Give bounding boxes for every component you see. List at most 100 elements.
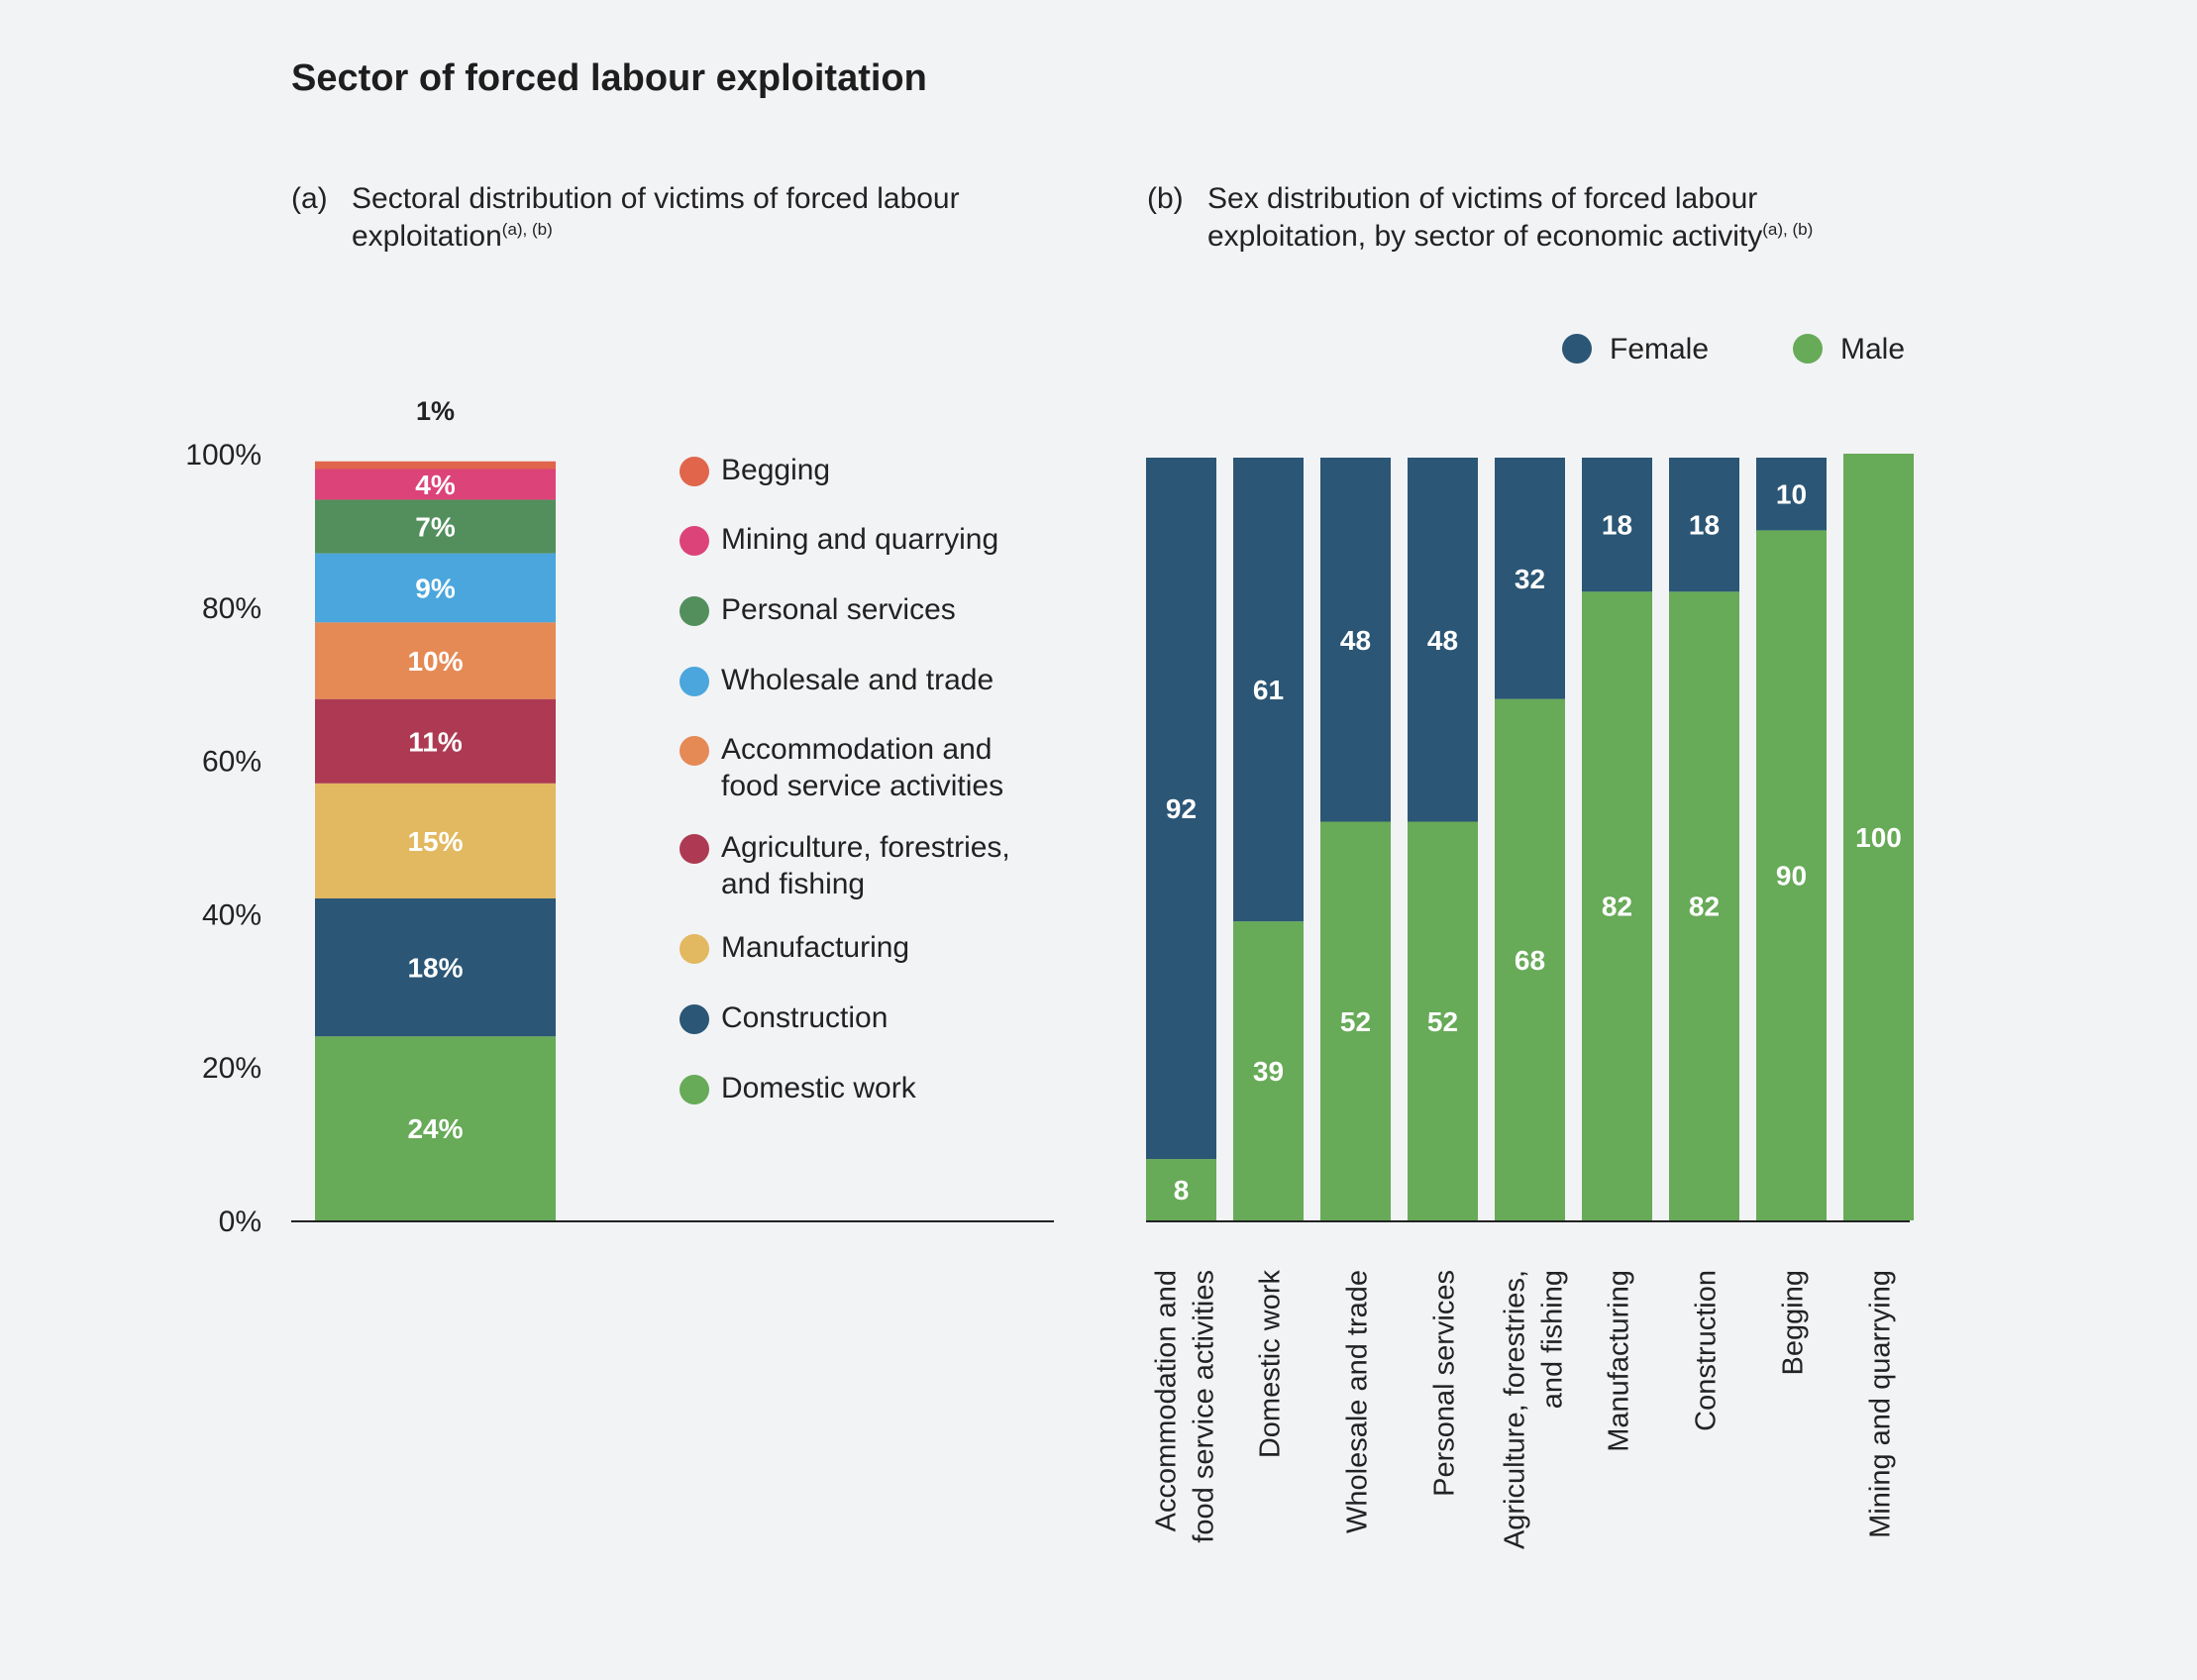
- legend-label: Wholesale and trade: [721, 664, 994, 696]
- male-value-label: 100: [1855, 822, 1902, 853]
- chart-b-letter: (b): [1147, 182, 1184, 215]
- legend-label: Mining and quarrying: [721, 523, 999, 556]
- female-value-label: 18: [1689, 510, 1720, 541]
- legend-label: Male: [1840, 333, 1906, 366]
- y-tick-label: 20%: [202, 1052, 262, 1085]
- y-tick-label: 80%: [202, 592, 262, 625]
- legend-label: Manufacturing: [721, 931, 910, 964]
- chart-a-title-line1: Sectoral distribution of victims of forc…: [352, 182, 960, 215]
- x-tick-label: Domestic work: [1255, 1270, 1287, 1459]
- x-tick-label-line: Personal services: [1429, 1270, 1461, 1497]
- male-bar: [1233, 921, 1304, 1220]
- female-value-label: 61: [1253, 675, 1284, 705]
- legend-swatch: [680, 457, 709, 486]
- stacked-segment: [315, 783, 556, 898]
- female-value-label: 48: [1340, 625, 1371, 656]
- legend-swatch: [680, 736, 709, 766]
- stacked-segment: [315, 553, 556, 623]
- legend-swatch: [680, 526, 709, 556]
- chart-a-subtitle: (a) Sectoral distribution of victims of …: [291, 180, 1084, 260]
- chart-a-letter: (a): [291, 182, 328, 215]
- legend-label: Accommodation and food service activities: [721, 733, 1004, 802]
- chart-a-title-line2: exploitation: [352, 220, 502, 253]
- x-tick-label-line: Mining and quarrying: [1865, 1270, 1897, 1538]
- male-bar: [1843, 454, 1914, 1220]
- x-tick-label-line: Domestic work: [1255, 1270, 1287, 1459]
- male-value-label: 39: [1253, 1056, 1284, 1087]
- male-value-label: 8: [1174, 1175, 1190, 1206]
- data-label: 24%: [407, 1113, 463, 1144]
- stacked-segment: [315, 897, 556, 1037]
- data-label: 15%: [407, 826, 463, 857]
- legend-label: Agriculture, forestries, and fishing: [721, 831, 1010, 900]
- x-tick-label: Manufacturing: [1604, 1270, 1635, 1452]
- stacked-segment: [315, 499, 556, 554]
- data-label: 4%: [415, 470, 456, 500]
- x-tick-label: Accommodation and food service activities: [1151, 1270, 1220, 1543]
- stacked-segment: [315, 1036, 556, 1220]
- y-tick-label: 0%: [219, 1206, 262, 1238]
- legend-label: Begging: [721, 454, 831, 486]
- chart-b-footnote-ref: (a), (b): [1762, 220, 1814, 239]
- female-value-label: 32: [1515, 564, 1545, 594]
- stacked-segment: [315, 698, 556, 784]
- male-value-label: 52: [1427, 1006, 1458, 1037]
- legend-swatch: [1793, 334, 1823, 364]
- x-tick-label-line: and fishing: [1537, 1270, 1569, 1409]
- x-tick-label-line: Begging: [1778, 1270, 1810, 1375]
- legend-label: Domestic work: [721, 1072, 916, 1104]
- x-tick-label-line: Manufacturing: [1604, 1270, 1635, 1452]
- y-tick-label: 40%: [202, 898, 262, 931]
- male-value-label: 90: [1776, 861, 1807, 892]
- female-bar: [1495, 458, 1565, 699]
- female-value-label: 18: [1602, 510, 1632, 541]
- female-value-label: 92: [1166, 793, 1197, 824]
- legend-swatch: [680, 667, 709, 696]
- chart-b-title-line2-wrap: exploitation, by sector of economic acti…: [1207, 218, 1813, 260]
- chart-a-footnote-ref: (a), (b): [501, 220, 553, 239]
- female-bar: [1669, 458, 1739, 592]
- female-bar: [1582, 458, 1652, 592]
- legend-swatch: [680, 596, 709, 626]
- male-bar: [1669, 591, 1739, 1220]
- stacked-segment: [315, 461, 556, 470]
- x-tick-label: Agriculture, forestries, and fishing: [1500, 1270, 1569, 1549]
- x-tick-label-line: Wholesale and trade: [1342, 1270, 1374, 1533]
- data-label: 7%: [415, 512, 456, 543]
- male-bar: [1146, 1159, 1216, 1220]
- x-tick-label: Mining and quarrying: [1865, 1270, 1897, 1538]
- x-tick-label: Construction: [1691, 1270, 1723, 1431]
- chart-a-title-line2-wrap: exploitation(a), (b): [352, 218, 553, 260]
- stacked-segment: [315, 622, 556, 699]
- chart-b-title-line1: Sex distribution of victims of forced la…: [1207, 182, 1758, 215]
- female-bar: [1408, 458, 1478, 822]
- male-value-label: 82: [1602, 892, 1632, 922]
- x-tick-label-line: Agriculture, forestries,: [1500, 1270, 1531, 1549]
- legend-swatch: [1562, 334, 1592, 364]
- legend-label: Construction: [721, 1001, 889, 1034]
- female-value-label: 10: [1776, 479, 1807, 510]
- x-tick-label-line: Construction: [1691, 1270, 1723, 1431]
- data-label: 1%: [416, 396, 455, 426]
- data-label: 18%: [407, 953, 463, 984]
- male-value-label: 52: [1340, 1006, 1371, 1037]
- female-bar: [1320, 458, 1391, 822]
- legend-swatch: [680, 834, 709, 864]
- x-tick-label: Personal services: [1429, 1270, 1461, 1497]
- legend-label: Female: [1610, 333, 1710, 366]
- x-tick-label-line: food service activities: [1189, 1270, 1220, 1543]
- male-bar: [1408, 821, 1478, 1220]
- chart-b-subtitle: (b) Sex distribution of victims of force…: [1147, 180, 2039, 260]
- male-bar: [1582, 591, 1652, 1220]
- female-bar: [1233, 458, 1304, 922]
- legend-swatch: [680, 934, 709, 964]
- legend-label: Personal services: [721, 593, 956, 626]
- x-tick-label: Begging: [1778, 1270, 1810, 1375]
- data-label: 9%: [415, 573, 456, 603]
- legend-swatch: [680, 1075, 709, 1104]
- legend-swatch: [680, 1004, 709, 1034]
- data-label: 10%: [407, 646, 463, 677]
- x-tick-label-line: Accommodation and: [1151, 1270, 1183, 1531]
- male-bar: [1320, 821, 1391, 1220]
- stacked-segment: [315, 469, 556, 500]
